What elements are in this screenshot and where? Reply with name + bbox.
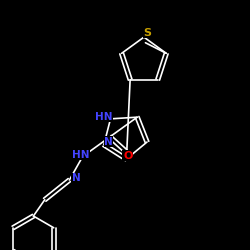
Text: HN: HN bbox=[72, 150, 90, 160]
Text: O: O bbox=[123, 151, 132, 161]
Text: S: S bbox=[144, 28, 152, 38]
Text: N: N bbox=[104, 137, 113, 147]
Text: N: N bbox=[72, 173, 80, 183]
Text: HN: HN bbox=[95, 112, 112, 122]
